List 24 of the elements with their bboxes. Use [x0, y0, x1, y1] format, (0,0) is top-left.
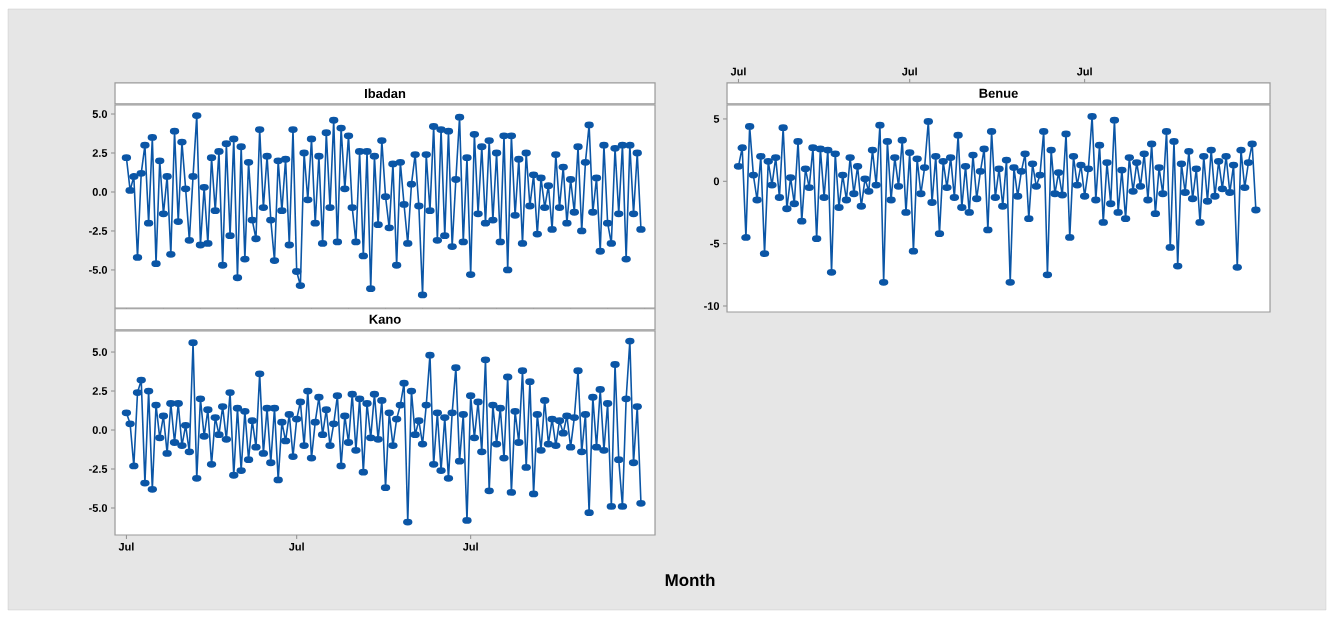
y-tick-label: 5.0 — [92, 348, 108, 356]
y-tick-label: 2.5 — [92, 387, 108, 395]
y-tick-label: 0 — [713, 177, 720, 186]
y-tick-label: 2.5 — [92, 149, 108, 157]
y-tick-label: -2.5 — [89, 465, 108, 473]
y-tick-label: -5.0 — [89, 504, 108, 512]
x-tick-label: Jul — [288, 542, 304, 551]
x-tick-label: Jul — [462, 542, 478, 551]
y-tick-label: -10 — [704, 302, 720, 310]
x-tick-label: Jul — [901, 67, 917, 76]
y-tick-label: 0.0 — [92, 426, 108, 434]
chart-title: Ibadan — [365, 88, 406, 99]
x-tick-label: Jul — [730, 67, 746, 76]
y-tick-label: 5 — [713, 115, 720, 123]
y-tick-label: 5.0 — [92, 110, 108, 118]
y-tick-label: 0.0 — [92, 188, 108, 196]
x-tick-label: Jul — [118, 542, 134, 551]
y-tick-label: -5 — [710, 239, 720, 248]
chart-title: Kano — [369, 314, 401, 324]
x-tick-label: Jul — [1076, 67, 1092, 76]
x-axis-title: Month — [665, 573, 715, 587]
y-tick-label: -5.0 — [89, 266, 108, 274]
y-tick-label: -2.5 — [89, 227, 108, 235]
chart-title: Benue — [979, 88, 1018, 98]
